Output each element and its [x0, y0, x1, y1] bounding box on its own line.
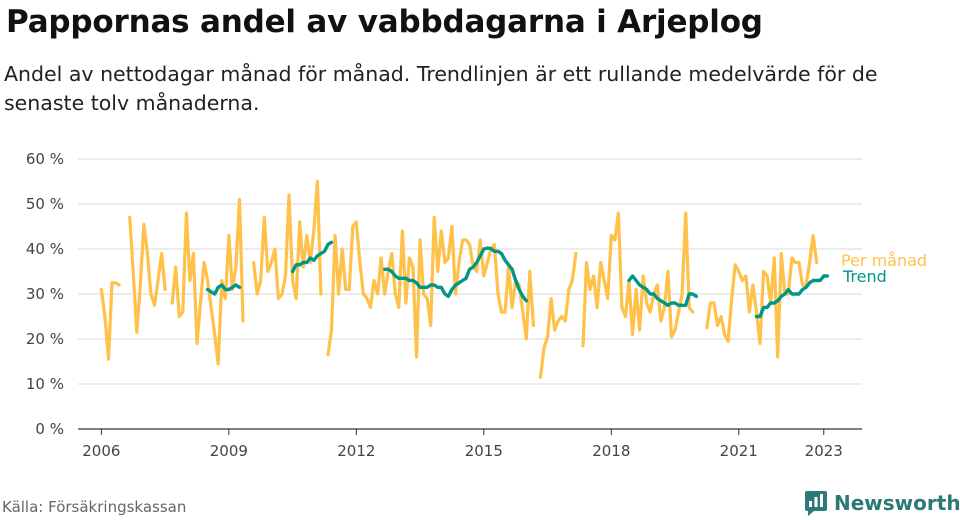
y-tick-label: 30 %	[26, 285, 64, 303]
x-tick-label: 2006	[82, 442, 120, 460]
x-tick-label: 2012	[337, 442, 375, 460]
y-tick-label: 0 %	[35, 420, 64, 438]
series-line-per-manad	[99, 179, 819, 379]
newsworthy-logo-text: Newsworthy	[834, 491, 960, 515]
series-line-trend-segment	[290, 240, 334, 274]
newsworthy-logo: Newsworthy	[804, 488, 960, 518]
series-line-trend-segment	[627, 274, 698, 307]
series-line-trend-segment	[205, 283, 242, 296]
newsworthy-logo-icon	[805, 491, 827, 516]
x-tick-label: 2018	[592, 442, 630, 460]
series-line-trend-segment	[383, 246, 528, 303]
chart-title: Pappornas andel av vabbdagarna i Arjeplo…	[6, 4, 763, 40]
legend-label-trend: Trend	[842, 267, 887, 286]
x-tick-label: 2023	[805, 442, 843, 460]
y-tick-label: 60 %	[26, 150, 64, 168]
x-tick-label: 2021	[720, 442, 758, 460]
x-tick-label: 2009	[210, 442, 248, 460]
chart-subtitle: Andel av nettodagar månad för månad. Tre…	[4, 62, 878, 115]
x-tick-label: 2015	[465, 442, 503, 460]
y-tick-label: 50 %	[26, 195, 64, 213]
source-note: Källa: Försäkringskassan	[2, 498, 187, 516]
x-axis-ticks: 2006 2009 2012 2015 2018 2021 2023	[82, 429, 843, 460]
series-lines	[99, 179, 829, 379]
y-tick-label: 20 %	[26, 330, 64, 348]
y-axis-ticks: 0 % 10 % 20 % 30 % 40 % 50 % 60 %	[26, 150, 64, 438]
series-line-trend-segment	[754, 274, 829, 319]
y-tick-label: 10 %	[26, 375, 64, 393]
y-tick-label: 40 %	[26, 240, 64, 258]
legend-label-per-manad: Per månad	[841, 251, 927, 270]
